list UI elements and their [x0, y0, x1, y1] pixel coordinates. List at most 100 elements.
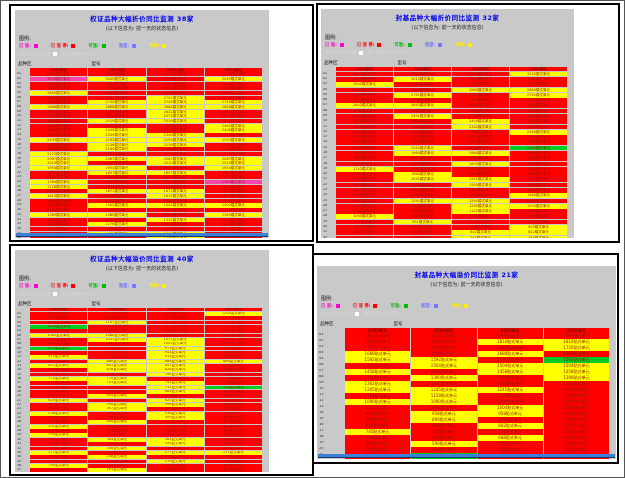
table-cell[interactable]: 1291模式单元 — [394, 198, 451, 204]
table-cell[interactable]: 1106模式单元 — [88, 236, 146, 238]
table-cell[interactable]: 1090贴式单元 — [345, 399, 411, 405]
table-cell[interactable]: 1390贴式单元 — [345, 375, 411, 381]
table-cell[interactable]: 1158贴式单元 — [345, 393, 411, 399]
table-cell[interactable]: 3010模式单元 — [336, 77, 393, 82]
table-cell[interactable]: 509复式单元 — [146, 416, 204, 420]
table-cell[interactable]: 3102模式单元 — [394, 71, 451, 77]
table-cell[interactable]: 1004贴式单元 — [411, 405, 477, 411]
table-cell[interactable]: 1458贴式单元 — [543, 369, 609, 375]
table-cell[interactable]: 2705模式单元 — [452, 98, 509, 103]
table-cell[interactable]: 1615模式单元 — [88, 194, 146, 199]
table-cell[interactable]: 451复式单元 — [146, 424, 204, 429]
table-cell[interactable]: 1031复式单元 — [30, 337, 88, 342]
table-cell[interactable]: 1960模式单元 — [510, 151, 567, 156]
table-cell[interactable]: 422复式单元 — [204, 429, 262, 433]
table-cell[interactable]: 2293模式单元 — [30, 137, 88, 142]
table-cell[interactable]: 1089复式单元 — [30, 329, 88, 333]
table-cell[interactable]: 1504贴式单元 — [543, 363, 609, 369]
table-cell[interactable]: 1219模式单元 — [146, 226, 204, 231]
table-cell[interactable]: 760模式单元 — [336, 235, 393, 238]
table-cell[interactable]: 886复式单元 — [146, 359, 204, 364]
horizontal-scrollbar[interactable] — [16, 233, 268, 237]
table-cell[interactable]: 3104模式单元 — [146, 72, 204, 77]
table-cell[interactable]: 480复式单元 — [88, 420, 146, 425]
table-cell[interactable]: 1902贴式单元 — [411, 333, 477, 339]
table-cell[interactable]: 654复式单元 — [204, 394, 262, 399]
table-cell[interactable]: 1592贴式单元 — [543, 357, 609, 363]
table-cell[interactable]: 2791模式单元 — [452, 92, 509, 98]
table-cell[interactable]: 3010模式单元 — [394, 77, 451, 82]
table-cell[interactable]: 2942模式单元 — [452, 82, 509, 88]
table-cell[interactable]: 509复式单元 — [30, 416, 88, 420]
table-cell[interactable]: 802贴式单元 — [345, 423, 411, 429]
table-cell[interactable]: 1142模式单元 — [394, 209, 451, 214]
table-cell[interactable]: 1147复式单元 — [204, 320, 262, 325]
table-cell[interactable]: 1142模式单元 — [510, 209, 567, 214]
table-cell[interactable]: 1089复式单元 — [146, 329, 204, 333]
table-cell[interactable]: 1671模式单元 — [204, 189, 262, 194]
table-cell[interactable]: 745贴式单元 — [345, 429, 411, 435]
table-cell[interactable]: 886复式单元 — [30, 359, 88, 364]
table-cell[interactable]: 306复式单元 — [30, 446, 88, 451]
table-cell[interactable]: 1060模式单元 — [510, 214, 567, 220]
table-cell[interactable]: 1205模式单元 — [394, 203, 451, 209]
table-cell[interactable]: 770复式单元 — [88, 377, 146, 381]
table-cell[interactable]: 1558模式单元 — [88, 198, 146, 203]
table-cell[interactable]: 741复式单元 — [88, 381, 146, 386]
table-cell[interactable]: 1276模式单元 — [30, 222, 88, 227]
table-cell[interactable]: 2850模式单元 — [204, 90, 262, 96]
table-cell[interactable]: 1147复式单元 — [146, 320, 204, 325]
table-cell[interactable]: 1954模式单元 — [146, 165, 204, 171]
table-cell[interactable]: 2705模式单元 — [510, 98, 567, 103]
table-cell[interactable]: 1002复式单元 — [88, 342, 146, 346]
table-cell[interactable]: 2342模式单元 — [336, 124, 393, 130]
table-cell[interactable]: 802贴式单元 — [543, 423, 609, 429]
table-cell[interactable]: 1897模式单元 — [146, 170, 204, 175]
table-cell[interactable]: 1688贴式单元 — [345, 351, 411, 357]
table-cell[interactable]: 1089复式单元 — [204, 329, 262, 333]
table-cell[interactable]: 1591模式单元 — [336, 177, 393, 183]
table-cell[interactable]: 2632模式单元 — [30, 109, 88, 114]
table-cell[interactable]: 760模式单元 — [452, 235, 509, 238]
table-cell[interactable]: 538复式单元 — [88, 411, 146, 416]
table-cell[interactable]: 2260模式单元 — [452, 129, 509, 135]
table-cell[interactable]: 1810贴式单元 — [345, 339, 411, 345]
table-cell[interactable]: 2745模式单元 — [30, 100, 88, 105]
table-cell[interactable]: 1458贴式单元 — [345, 369, 411, 375]
table-cell[interactable]: 2962模式单元 — [204, 81, 262, 86]
table-cell[interactable]: 1954模式单元 — [204, 165, 262, 171]
table-cell[interactable]: 2293模式单元 — [146, 137, 204, 142]
table-cell[interactable]: 2405模式单元 — [510, 119, 567, 124]
table-cell[interactable]: 277复式单元 — [146, 450, 204, 455]
table-cell[interactable]: 1106模式单元 — [204, 236, 262, 238]
table-cell[interactable]: 1142模式单元 — [336, 209, 393, 214]
table-cell[interactable]: 944复式单元 — [146, 350, 204, 355]
table-cell[interactable]: 1671模式单元 — [146, 189, 204, 194]
table-cell[interactable]: 1688贴式单元 — [477, 351, 543, 357]
table-cell[interactable]: 1090贴式单元 — [411, 399, 477, 405]
table-cell[interactable]: 2850模式单元 — [88, 90, 146, 96]
table-cell[interactable]: 1004贴式单元 — [345, 405, 411, 411]
table-cell[interactable]: 3010模式单元 — [452, 77, 509, 82]
table-cell[interactable]: 1902贴式单元 — [543, 333, 609, 339]
table-cell[interactable]: 1502模式单元 — [30, 203, 88, 208]
table-cell[interactable]: 1031复式单元 — [204, 337, 262, 342]
table-cell[interactable]: 504贴式单元 — [543, 447, 609, 453]
table-cell[interactable]: 2850模式单元 — [30, 90, 88, 96]
table-cell[interactable]: 2791模式单元 — [30, 95, 88, 100]
table-cell[interactable]: 2105模式单元 — [394, 140, 451, 146]
table-cell[interactable]: 567复式单元 — [30, 407, 88, 412]
table-cell[interactable]: 1118复式单元 — [146, 324, 204, 329]
table-cell[interactable]: 1291模式单元 — [510, 198, 567, 204]
table-cell[interactable]: 2904模式单元 — [88, 86, 146, 91]
table-cell[interactable]: 1176复式单元 — [88, 316, 146, 320]
table-cell[interactable]: 890贴式单元 — [477, 417, 543, 423]
table-cell[interactable]: 451复式单元 — [88, 424, 146, 429]
table-cell[interactable]: 2688模式单元 — [146, 105, 204, 110]
table-cell[interactable]: 567复式单元 — [204, 407, 262, 412]
table-cell[interactable]: 1205复式单元 — [88, 311, 146, 316]
table-cell[interactable]: 1219模式单元 — [204, 226, 262, 231]
table-cell[interactable]: 1504贴式单元 — [345, 363, 411, 369]
table-cell[interactable]: 1360模式单元 — [452, 193, 509, 198]
table-cell[interactable]: 1106模式单元 — [146, 236, 204, 238]
